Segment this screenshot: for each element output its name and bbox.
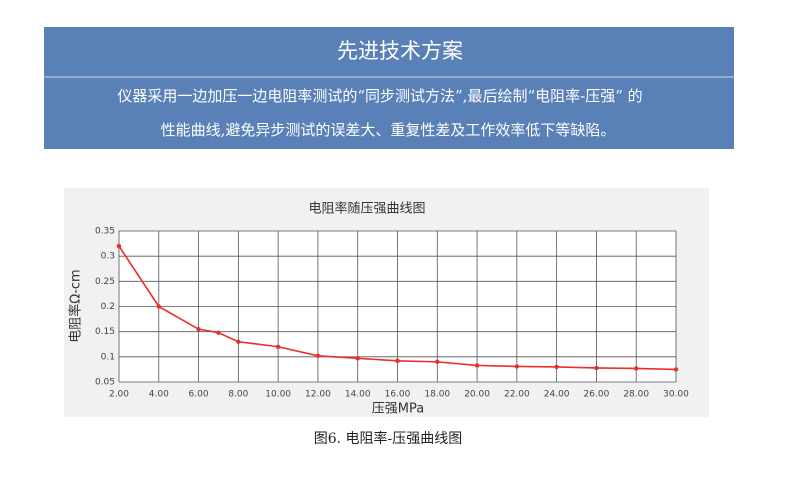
y-tick-label: 0.05 xyxy=(95,378,115,388)
x-tick-label: 6.00 xyxy=(189,390,209,400)
y-tick-label: 0.35 xyxy=(95,227,115,237)
x-tick-label: 2.00 xyxy=(109,390,129,400)
data-point xyxy=(514,364,520,369)
chart-title: 电阻率随压强曲线图 xyxy=(308,201,425,217)
data-point xyxy=(196,326,201,332)
caption: 图6. 电阻率-压强曲线图 xyxy=(314,430,463,447)
data-line xyxy=(118,245,677,371)
y-tick-label: 0.3 xyxy=(101,252,115,262)
data-point xyxy=(594,365,599,371)
data-point xyxy=(554,364,559,370)
data-point xyxy=(395,358,400,364)
x-tick-label: 30.00 xyxy=(663,390,689,400)
plot: 0.05 0.1 0.15 0.2 0.25 0.3 0.35 2.00 4.00 6.00 8.0… xyxy=(95,227,689,400)
x-tick-label: 10.00 xyxy=(265,390,291,400)
x-tick-label: 16.00 xyxy=(385,390,411,400)
y-tick-label: 0.15 xyxy=(95,327,115,337)
y-tick-label: 0.25 xyxy=(95,277,115,287)
data-point xyxy=(673,367,679,372)
data-point xyxy=(156,304,161,309)
x-tick-label: 22.00 xyxy=(504,390,530,400)
data-point xyxy=(634,366,639,371)
x-tick-label: 8.00 xyxy=(228,390,248,400)
y-tick-label: 0.1 xyxy=(101,352,115,362)
data-point xyxy=(435,359,440,365)
x-axis-label: 压强MPa xyxy=(372,402,424,417)
data-point xyxy=(236,339,241,344)
data-point xyxy=(355,356,360,361)
x-tick-label: 20.00 xyxy=(464,390,490,400)
data-point xyxy=(474,363,480,368)
x-tick-label: 18.00 xyxy=(424,390,450,400)
x-tick-label: 14.00 xyxy=(345,390,371,400)
x-tick-label: 4.00 xyxy=(149,390,169,400)
data-point xyxy=(116,243,122,249)
banner xyxy=(44,27,734,149)
y-axis-label: 电阻率Ω-cm xyxy=(68,269,84,342)
y-tick-label: 0.2 xyxy=(101,302,115,312)
data-point xyxy=(275,344,281,349)
data-point xyxy=(315,353,321,359)
x-tick-label: 24.00 xyxy=(544,390,570,400)
data-point xyxy=(216,330,221,335)
x-tick-label: 26.00 xyxy=(584,390,610,400)
banner-text: 性能曲线,避免异步测试的误差大、重复性差及工作效率低下等缺陷。 xyxy=(161,121,616,139)
banner-title: 先进技术方案 xyxy=(337,39,463,63)
banner-text: 仪器采用一边加压一边电阻率测试的“同步测试方法”,最后绘制“电阻率-压强” 的 xyxy=(117,87,642,105)
x-tick-label: 12.00 xyxy=(305,390,331,400)
x-tick-label: 28.00 xyxy=(623,390,649,400)
